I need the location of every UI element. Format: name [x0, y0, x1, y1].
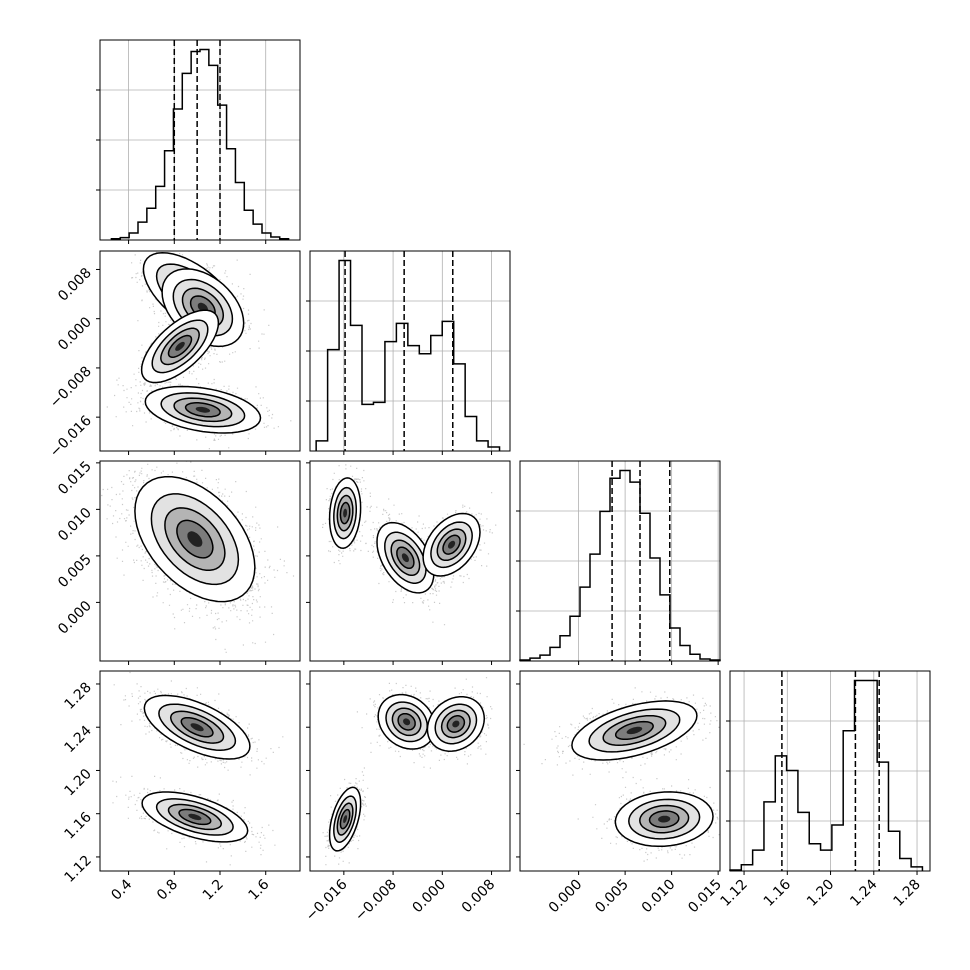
density-contour	[626, 726, 643, 735]
density-panel	[99, 460, 301, 662]
x-tick-label: 0.000	[409, 877, 449, 917]
density-contour	[190, 723, 204, 732]
x-tick-label: 1.2	[200, 877, 227, 904]
y-tick-label: 1.20	[61, 766, 94, 799]
density-content	[106, 251, 292, 450]
x-tick-label: 1.12	[718, 877, 751, 910]
histogram-step	[110, 48, 290, 240]
y-tick-label: −0.016	[47, 413, 95, 461]
panel-frame	[99, 250, 301, 452]
density-contour	[187, 531, 203, 547]
panel-frame	[309, 250, 511, 452]
density-contour	[452, 720, 460, 728]
x-tick-label: 1.16	[761, 876, 794, 909]
y-tick-label: 0.008	[55, 265, 95, 305]
x-tick-label: 0.8	[154, 877, 181, 904]
panel-frame	[309, 670, 511, 872]
panel-frame	[99, 670, 301, 872]
y-tick-label: 1.12	[61, 852, 94, 885]
panel-frame	[99, 39, 301, 241]
y-tick-label: 0.015	[55, 458, 95, 498]
y-tick-label: 0.010	[55, 505, 95, 545]
x-tick-label: 1.20	[804, 877, 837, 910]
y-tick-label: 0.000	[55, 314, 95, 354]
density-contour	[403, 718, 411, 726]
y-tick-label: 1.16	[61, 809, 94, 842]
density-contour	[188, 813, 202, 821]
density-panel	[309, 670, 511, 872]
panel-frame	[519, 670, 721, 872]
density-panel	[99, 250, 301, 452]
x-tick-label: −0.016	[303, 876, 351, 924]
y-tick-label: −0.008	[47, 363, 95, 411]
density-content	[112, 671, 284, 866]
density-contour	[401, 553, 409, 563]
histogram-step	[519, 469, 721, 661]
density-content	[322, 464, 497, 626]
density-content	[100, 461, 295, 653]
density-panel	[309, 460, 511, 662]
density-contour	[343, 508, 347, 518]
y-tick-label: 1.24	[61, 723, 94, 756]
x-tick-label: −0.008	[352, 877, 400, 925]
histogram-panel	[726, 670, 931, 872]
histogram-panel	[516, 460, 721, 662]
histogram-panel	[306, 250, 511, 452]
density-contour	[658, 815, 671, 823]
x-tick-label: 0.010	[639, 877, 679, 917]
panel-frame	[309, 460, 511, 662]
y-tick-label: 0.000	[55, 598, 95, 638]
x-tick-label: 0.005	[592, 877, 632, 917]
density-panel	[99, 670, 301, 872]
x-tick-label: 0.008	[459, 877, 499, 917]
density-contour	[195, 406, 211, 413]
panel-frame	[99, 460, 301, 662]
x-tick-label: 0.4	[108, 876, 135, 903]
y-tick-label: 0.005	[55, 551, 95, 591]
density-contour	[175, 341, 185, 351]
panel-frame	[729, 670, 931, 872]
panel-frame	[519, 460, 721, 662]
x-tick-label: 0.000	[546, 877, 586, 917]
histogram-panel	[96, 39, 301, 241]
histogram-step	[729, 679, 924, 871]
x-tick-label: 1.6	[245, 876, 272, 903]
y-tick-label: 1.28	[61, 679, 94, 712]
density-contour	[343, 815, 347, 824]
x-tick-label: 1.24	[847, 876, 880, 909]
density-contour	[448, 540, 456, 549]
density-content	[322, 677, 493, 866]
density-content	[523, 687, 720, 862]
x-tick-label: 1.28	[890, 877, 923, 910]
density-panel	[519, 670, 721, 872]
